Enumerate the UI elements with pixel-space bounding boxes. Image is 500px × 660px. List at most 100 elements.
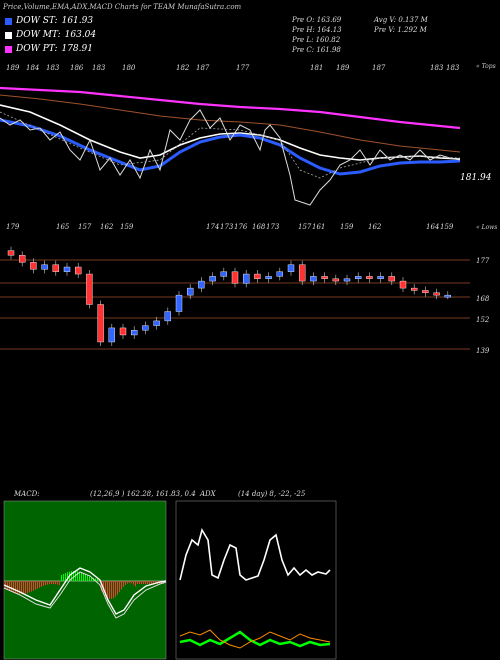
- last-price-label: 181.94: [460, 173, 492, 183]
- macd-bar: [23, 581, 24, 594]
- top-label: 180: [122, 64, 136, 72]
- macd-bar: [109, 581, 110, 599]
- macd-bar: [51, 581, 52, 585]
- macd-bar: [155, 581, 156, 584]
- top-panel: 189 184 183 186 183 180 182 187 177 181 …: [0, 63, 496, 206]
- legend-dow-mt: DOW MT: 163.04: [5, 30, 96, 40]
- adx-orange-line: [179, 629, 331, 649]
- top-label: 184: [26, 64, 39, 72]
- macd-bar: [115, 581, 116, 597]
- ohlc-low: Pre L: 160.82: [292, 36, 341, 44]
- macd-bar: [97, 578, 98, 581]
- macd-bar: [63, 574, 64, 581]
- macd-bar: [111, 581, 112, 599]
- candle-down: [399, 280, 407, 289]
- candle-up: [310, 276, 317, 282]
- macd-bar: [83, 573, 84, 581]
- pre-volume: Pre V: 1.292 M: [374, 26, 427, 34]
- low-label: 176: [234, 223, 248, 231]
- macd-bar: [25, 581, 26, 594]
- candle-down: [30, 262, 37, 270]
- candle-up: [142, 325, 149, 331]
- candle-down: [411, 287, 418, 291]
- candle-down: [119, 327, 127, 336]
- macd-bar: [131, 581, 132, 584]
- candle-down: [74, 266, 82, 275]
- macd-bar: [101, 581, 102, 591]
- candle-down: [388, 276, 395, 282]
- ema-brown-line: [0, 94, 461, 153]
- candle-up: [377, 276, 384, 279]
- top-label: 182: [176, 64, 190, 72]
- macd-bar: [113, 581, 114, 599]
- candle-down: [366, 276, 373, 279]
- top-label: 183: [92, 64, 106, 72]
- top-label: 186: [70, 64, 84, 72]
- ema-magenta-line: [0, 86, 461, 130]
- candle-down: [254, 273, 261, 279]
- macd-bar: [59, 581, 60, 586]
- legend-swatch-st: [5, 17, 12, 25]
- macd-bar: [119, 581, 120, 593]
- macd-bar: [149, 581, 150, 584]
- macd-bar: [135, 581, 136, 587]
- macd-bar: [71, 571, 72, 581]
- macd-bar: [45, 581, 46, 586]
- top-label: 189: [6, 64, 20, 72]
- price-level-label: 139: [476, 347, 490, 355]
- candle-up: [355, 276, 362, 279]
- macd-bar: [137, 581, 138, 584]
- low-label-group: 179 165 157 162 159 174 173 176 168 173 …: [6, 223, 454, 231]
- macd-bar: [67, 572, 68, 581]
- candle-down: [97, 304, 104, 343]
- avg-volume: Avg V: 0.137 M: [374, 16, 428, 24]
- macd-panel: MACD: (12,26,9 ) 162.28, 161.83, 0.4: [3, 490, 196, 660]
- macd-bar: [47, 581, 48, 585]
- price-level-label: 168: [476, 295, 490, 303]
- low-label: 162: [100, 223, 114, 231]
- candle-up: [130, 330, 138, 336]
- macd-bar: [7, 581, 8, 590]
- candle-up: [209, 276, 216, 282]
- macd-bar: [39, 581, 40, 588]
- adx-green-line: [179, 630, 331, 648]
- candle-up: [343, 278, 351, 282]
- macd-bar: [117, 581, 118, 595]
- candle-down: [422, 290, 429, 293]
- low-label: 179: [6, 223, 20, 231]
- top-label: 177: [236, 64, 250, 72]
- ema-white-line: [0, 104, 461, 161]
- macd-signal-line: [3, 571, 167, 619]
- low-label: 174: [206, 223, 219, 231]
- low-label: 164: [426, 223, 439, 231]
- macd-bar: [43, 581, 44, 586]
- macd-bar: [79, 571, 80, 581]
- low-label: 159: [440, 223, 454, 231]
- macd-bar: [91, 577, 92, 581]
- macd-bar: [121, 581, 122, 590]
- macd-bar: [105, 581, 106, 596]
- legend-swatch-mt: [5, 31, 12, 39]
- macd-bar: [57, 581, 58, 585]
- candle-down: [7, 250, 15, 256]
- macd-values: (12,26,9 ) 162.28, 161.83, 0.4: [90, 490, 196, 498]
- candle-up: [265, 276, 272, 279]
- macd-bar: [9, 581, 10, 591]
- macd-bar: [55, 581, 56, 585]
- lows-right-label: « Lows: [476, 224, 497, 231]
- candle-up: [198, 280, 205, 289]
- candle-down: [19, 255, 26, 263]
- candle-up: [287, 264, 295, 272]
- candle-up: [444, 294, 451, 298]
- macd-label: MACD:: [13, 490, 40, 498]
- tops-right-label: « Tops: [476, 63, 496, 70]
- candle-down: [299, 264, 306, 282]
- ema-blue-line: [0, 118, 461, 176]
- macd-bar: [53, 581, 54, 585]
- price-level-label: 177: [476, 257, 490, 265]
- macd-bar: [153, 581, 154, 584]
- legend-label-mt: DOW MT:: [16, 30, 61, 40]
- low-label: 173: [266, 223, 280, 231]
- macd-bar: [139, 581, 140, 584]
